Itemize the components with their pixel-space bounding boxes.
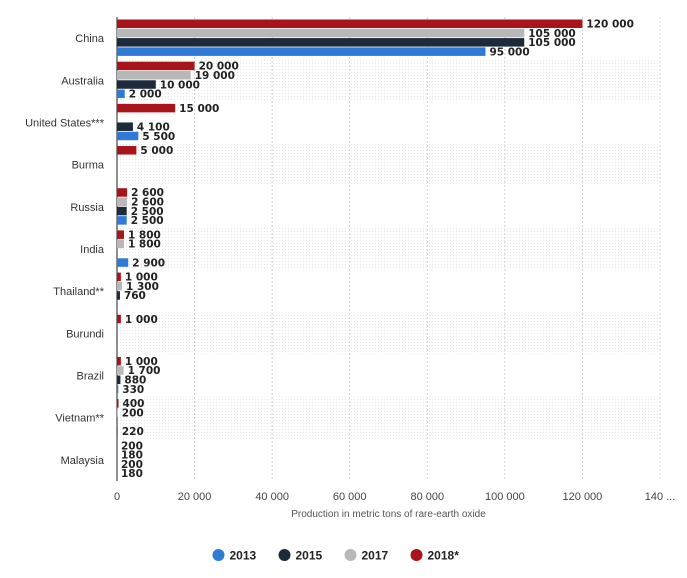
bar	[117, 314, 121, 324]
x-tick-label: 140 ...	[645, 491, 676, 503]
data-label: 2 600	[131, 187, 164, 199]
legend-marker	[278, 549, 291, 561]
data-label: 120 000	[586, 18, 634, 30]
bar	[117, 427, 118, 436]
bar	[117, 216, 127, 225]
data-label: 180	[121, 468, 143, 480]
x-tick-label: 0	[114, 491, 120, 503]
data-label: 105 000	[528, 37, 576, 49]
data-label: 95 000	[489, 46, 529, 58]
bar	[117, 131, 139, 141]
legend-marker	[212, 549, 225, 561]
category-label: China	[75, 33, 105, 45]
bar	[117, 399, 119, 408]
category-label: Australia	[61, 75, 105, 87]
category-label: India	[80, 244, 105, 256]
data-label: 2 500	[131, 206, 164, 218]
bar	[117, 375, 121, 385]
bar	[117, 230, 124, 239]
bar	[117, 408, 118, 417]
bar	[117, 28, 525, 38]
category-band	[117, 396, 660, 439]
bar	[117, 272, 121, 282]
category-band	[117, 312, 660, 355]
bar	[117, 281, 123, 291]
data-label: 1 800	[128, 239, 161, 251]
bar	[117, 291, 120, 300]
data-label: 1 300	[126, 281, 159, 293]
bar	[117, 258, 129, 267]
bar	[117, 80, 156, 89]
data-label: 200	[122, 407, 144, 419]
data-label: 1 700	[128, 365, 161, 377]
category-label: Thailand**	[53, 286, 104, 298]
legend-marker	[410, 549, 423, 561]
data-label: 200	[121, 459, 143, 471]
data-label: 1 000	[125, 272, 158, 284]
data-label: 880	[124, 375, 146, 387]
bar	[117, 356, 121, 366]
data-label: 2 900	[132, 257, 165, 269]
bar	[117, 122, 133, 131]
bar	[117, 146, 137, 155]
x-tick-label: 40 000	[255, 491, 289, 503]
data-label: 1 800	[128, 229, 161, 241]
legend-label: 2018*	[428, 549, 460, 563]
data-label: 5 000	[140, 145, 173, 157]
data-label: 180	[121, 450, 143, 462]
category-band	[117, 227, 660, 271]
x-tick-label: 60 000	[333, 491, 367, 503]
data-label: 2 500	[131, 215, 164, 227]
data-label: 760	[124, 290, 146, 302]
bar	[117, 47, 486, 56]
bar	[117, 384, 119, 394]
bar	[117, 89, 125, 99]
data-label: 330	[122, 384, 144, 396]
data-label: 4 100	[137, 121, 170, 133]
bar	[117, 366, 124, 375]
category-label: Russia	[70, 202, 105, 214]
x-tick-label: 20 000	[178, 491, 212, 503]
category-band	[117, 59, 660, 102]
category-label: Malaysia	[61, 455, 105, 467]
data-label: 1 000	[125, 356, 158, 368]
category-band	[117, 143, 660, 186]
data-label: 2 000	[129, 89, 162, 101]
data-label: 20 000	[199, 61, 239, 73]
category-label: United States***	[25, 117, 105, 129]
bar	[117, 197, 128, 207]
bar	[117, 38, 525, 47]
data-label: 200	[121, 440, 143, 452]
data-label: 105 000	[528, 28, 576, 40]
data-label: 19 000	[195, 70, 235, 82]
category-label: Brazil	[76, 371, 104, 383]
bar	[117, 103, 176, 113]
legend-label: 2015	[296, 549, 323, 563]
bar	[117, 70, 191, 80]
legend-label: 2013	[230, 549, 257, 563]
x-tick-label: 120 000	[563, 491, 603, 503]
x-tick-label: 80 000	[410, 491, 444, 503]
bar	[117, 188, 128, 197]
category-label: Burma	[72, 160, 105, 172]
bar	[117, 206, 127, 216]
data-label: 1 000	[125, 314, 158, 326]
category-label: Vietnam**	[55, 413, 104, 425]
bar	[117, 19, 583, 28]
x-tick-label: 100 000	[485, 491, 525, 503]
bar	[117, 61, 195, 71]
data-label: 15 000	[179, 103, 219, 115]
legend-marker	[344, 549, 357, 561]
data-label: 2 600	[131, 197, 164, 209]
data-label: 400	[123, 398, 145, 410]
x-axis-title: Production in metric tons of rare-earth …	[291, 509, 486, 520]
bar	[117, 239, 124, 249]
category-label: Burundi	[66, 328, 104, 340]
data-label: 10 000	[160, 79, 200, 91]
legend-label: 2017	[362, 549, 389, 563]
data-label: 5 500	[142, 131, 175, 143]
data-label: 220	[122, 426, 144, 438]
